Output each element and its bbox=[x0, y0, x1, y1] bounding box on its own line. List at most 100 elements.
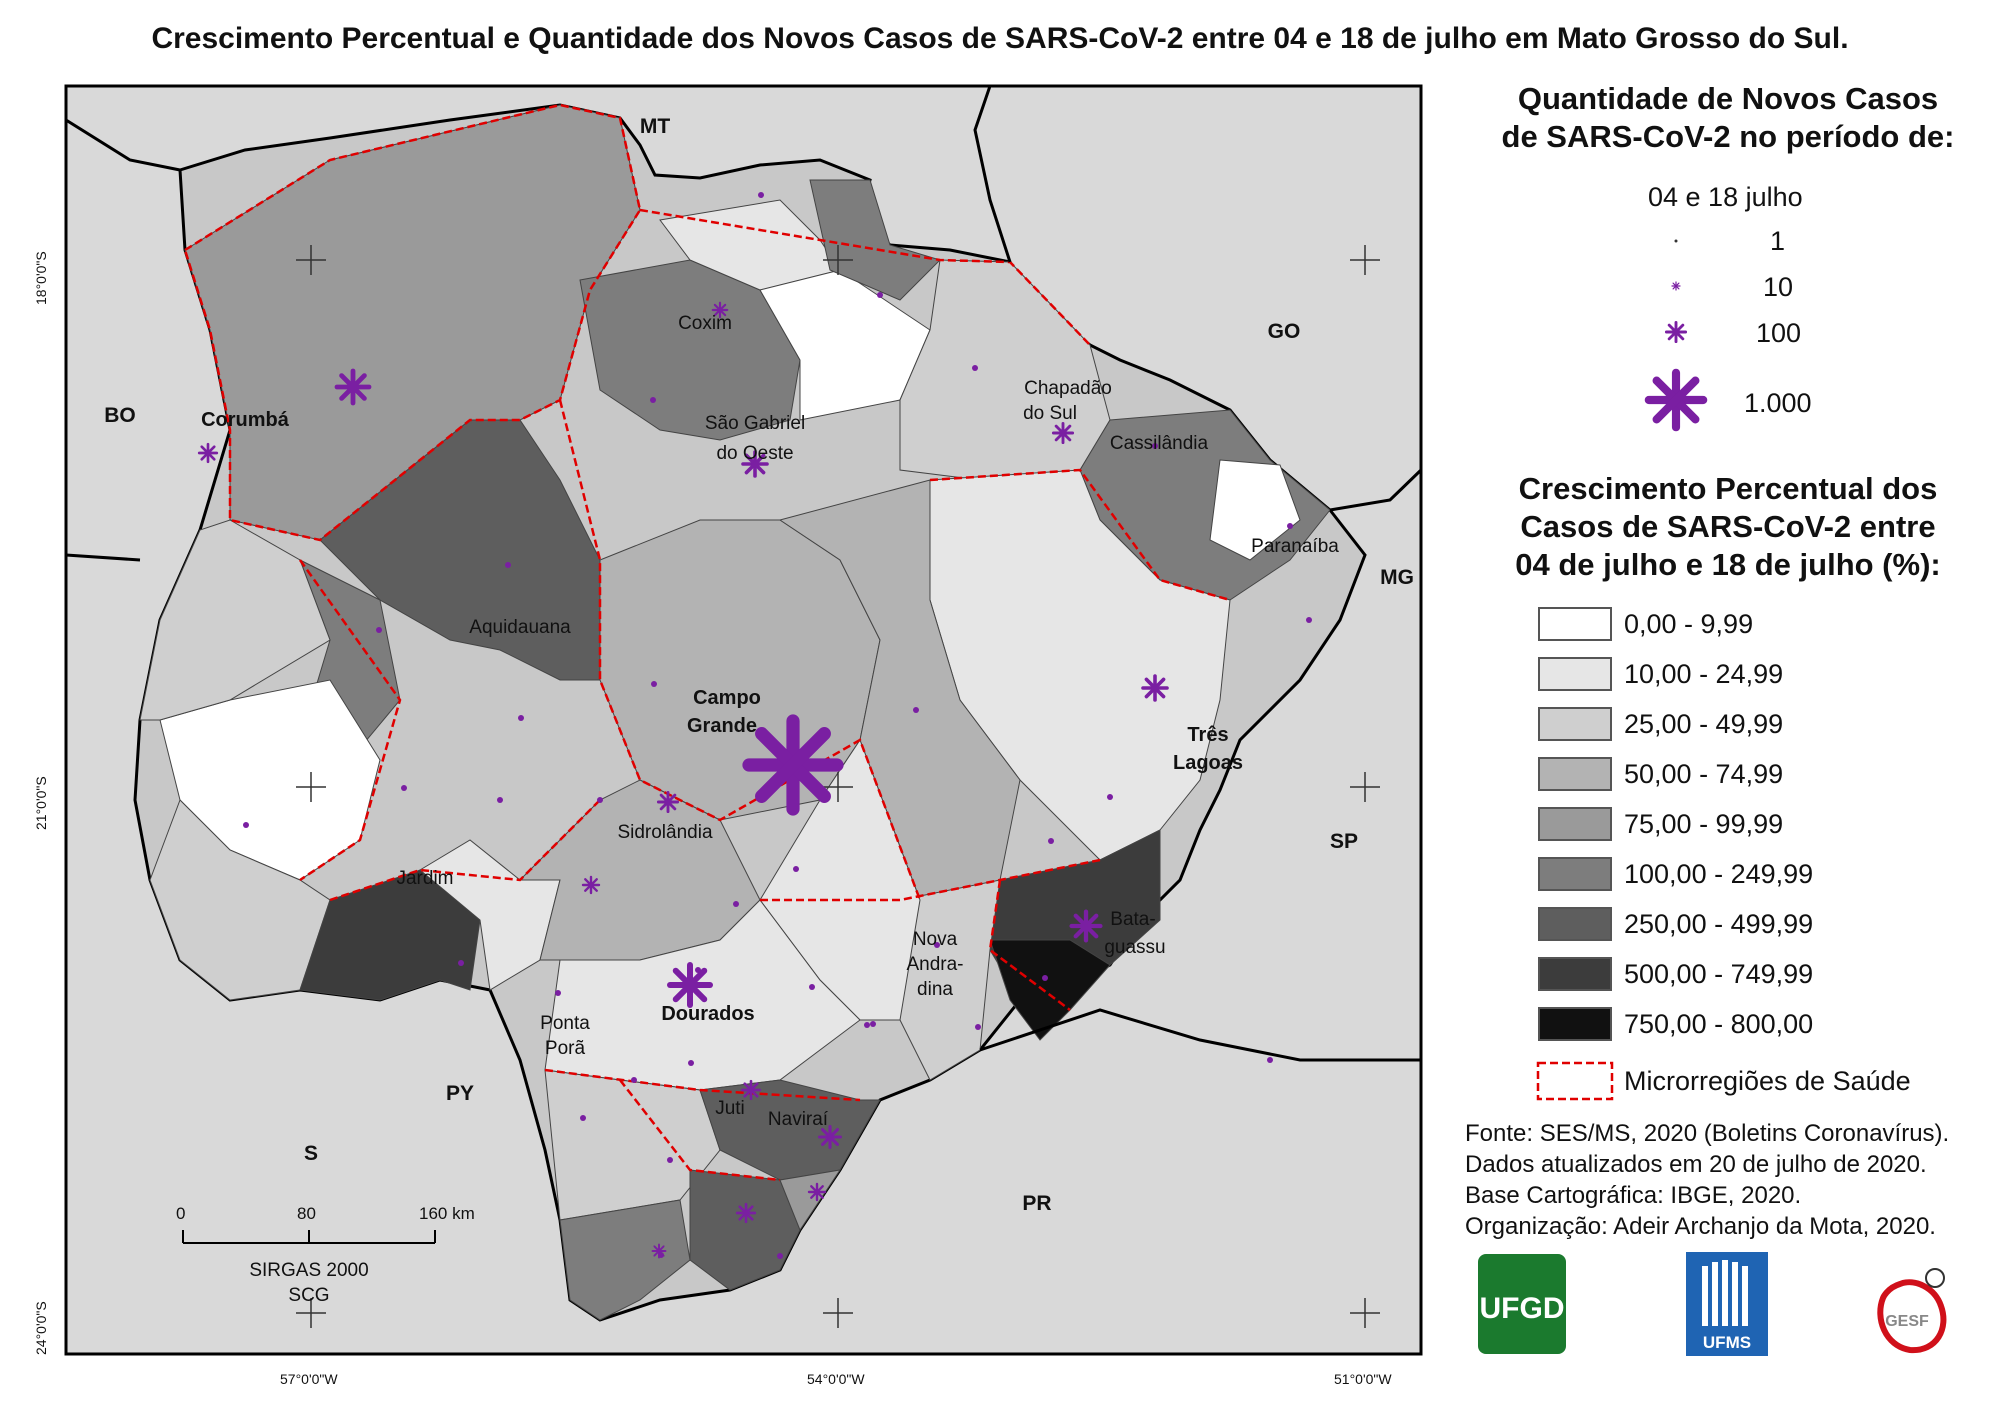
lat-label: 24°0'0"S bbox=[33, 1301, 49, 1355]
state-label-go: GO bbox=[1268, 320, 1301, 343]
lon-label: 51°0'0"W bbox=[1334, 1371, 1392, 1387]
legend-case-symbols bbox=[1645, 239, 1706, 431]
city-label: do Oeste bbox=[716, 443, 793, 464]
city-label: Juti bbox=[715, 1098, 745, 1119]
legend-class-swatch bbox=[1538, 757, 1612, 791]
legend-class-swatch bbox=[1538, 957, 1612, 991]
city-label: Grande bbox=[687, 715, 757, 737]
legend-symbol-1000 bbox=[1645, 369, 1706, 430]
city-label: Três bbox=[1187, 724, 1228, 746]
case-symbol bbox=[744, 716, 843, 815]
legend-class-label: 500,00 - 749,99 bbox=[1624, 959, 1814, 989]
case-symbol bbox=[581, 875, 601, 895]
case-symbol bbox=[740, 1079, 762, 1101]
legend-class-swatch bbox=[1538, 707, 1612, 741]
legend-period: 04 e 18 julho bbox=[1648, 182, 1803, 212]
state-label-mt: MT bbox=[640, 115, 670, 138]
case-symbol bbox=[1070, 910, 1102, 942]
lat-label: 21°0'0"S bbox=[33, 776, 49, 830]
ufgd-logo: UFGD bbox=[1478, 1254, 1566, 1354]
case-symbol bbox=[735, 1202, 757, 1224]
legend-class-label: 0,00 - 9,99 bbox=[1624, 609, 1754, 639]
state-label-pr: PR bbox=[1022, 1192, 1051, 1215]
city-label: Cassilândia bbox=[1110, 433, 1209, 454]
legend-class-label: 750,00 - 800,00 bbox=[1624, 1009, 1814, 1039]
legend-class-swatch bbox=[1538, 657, 1612, 691]
lon-label: 54°0'0"W bbox=[807, 1371, 865, 1387]
datum-label: SCG bbox=[288, 1285, 329, 1306]
city-label: São Gabriel bbox=[705, 413, 805, 434]
city-label: Coxim bbox=[678, 313, 732, 334]
legend-class-swatch bbox=[1538, 607, 1612, 641]
legend-symbol-10 bbox=[1671, 281, 1681, 291]
legend-growth-heading-2: Casos de SARS-CoV-2 entre bbox=[1520, 509, 1936, 544]
legend-symbol-1 bbox=[1674, 239, 1678, 243]
case-symbol bbox=[1140, 673, 1170, 703]
legend-class-swatch bbox=[1538, 807, 1612, 841]
legend-symbol-100 bbox=[1664, 320, 1688, 344]
scale-tick: 160 km bbox=[419, 1204, 475, 1223]
state-label-sp: SP bbox=[1330, 830, 1358, 853]
legend-class-label: 250,00 - 499,99 bbox=[1624, 909, 1814, 939]
map-title: Crescimento Percentual e Quantidade dos … bbox=[151, 22, 1849, 55]
city-label: Chapadão bbox=[1024, 378, 1112, 399]
international-borders bbox=[65, 85, 1423, 1062]
legend-class-swatch bbox=[1538, 907, 1612, 941]
country-label-bo: BO bbox=[104, 404, 136, 427]
city-label: Campo bbox=[693, 687, 761, 709]
legend-class-swatch bbox=[1538, 857, 1612, 891]
city-label: Nova bbox=[913, 929, 958, 950]
city-label: Jardim bbox=[396, 868, 453, 889]
city-label: Andra- bbox=[906, 954, 963, 975]
city-label: Lagoas bbox=[1173, 752, 1243, 774]
graticule bbox=[296, 245, 1380, 1328]
legend-class-swatch bbox=[1538, 1007, 1612, 1041]
city-label: Porã bbox=[545, 1038, 586, 1059]
legend-class-label: 10,00 - 24,99 bbox=[1624, 659, 1784, 689]
credit-line: Dados atualizados em 20 de julho de 2020… bbox=[1465, 1151, 1927, 1178]
ufgd-logo-text: UFGD bbox=[1480, 1292, 1565, 1325]
case-symbol bbox=[668, 963, 713, 1008]
case-symbol bbox=[335, 369, 371, 405]
scale-bar: 0 80 160 km SIRGAS 2000 SCG bbox=[176, 1204, 475, 1306]
datum-label: SIRGAS 2000 bbox=[249, 1260, 368, 1281]
lon-label: 57°0'0"W bbox=[280, 1371, 338, 1387]
north-label: S bbox=[304, 1142, 318, 1165]
scale-tick: 0 bbox=[176, 1204, 185, 1223]
legend-class-label: 50,00 - 74,99 bbox=[1624, 759, 1784, 789]
city-label: Sidrolândia bbox=[617, 822, 712, 843]
legend-health-region-swatch bbox=[1536, 1061, 1614, 1101]
city-label: Bata- bbox=[1110, 909, 1155, 930]
gesf-logo: GESF bbox=[1877, 1268, 1947, 1354]
state-shape bbox=[133, 103, 1367, 1322]
credits: Fonte: SES/MS, 2020 (Boletins Coronavíru… bbox=[1465, 1118, 1949, 1242]
city-label: guassu bbox=[1104, 937, 1165, 958]
legend-cases-heading-2: de SARS-CoV-2 no período de: bbox=[1501, 119, 1955, 154]
case-symbol bbox=[807, 1182, 827, 1202]
small-case-dots bbox=[243, 192, 1312, 1259]
legend-growth-heading-3: 04 de julho e 18 de julho (%): bbox=[1515, 547, 1941, 582]
city-label: Corumbá bbox=[201, 409, 290, 431]
city-label: Ponta bbox=[540, 1013, 590, 1034]
city-label: Paranaíba bbox=[1251, 536, 1339, 557]
city-label: Dourados bbox=[661, 1003, 754, 1025]
case-symbol bbox=[1051, 421, 1075, 445]
ufms-logo-text: UFMS bbox=[1703, 1333, 1751, 1352]
legend-health-region-label: Microrregiões de Saúde bbox=[1624, 1066, 1911, 1096]
credit-line: Fonte: SES/MS, 2020 (Boletins Coronavíru… bbox=[1465, 1120, 1950, 1147]
scale-tick: 80 bbox=[297, 1204, 316, 1223]
legend-cases-heading-1: Quantidade de Novos Casos bbox=[1517, 81, 1939, 116]
lat-label: 18°0'0"S bbox=[33, 251, 49, 305]
city-label: dina bbox=[917, 979, 953, 1000]
legend-growth-heading-1: Crescimento Percentual dos bbox=[1518, 471, 1938, 506]
credit-line: Base Cartográfica: IBGE, 2020. bbox=[1465, 1182, 1802, 1209]
health-region-boundaries bbox=[183, 103, 1231, 1182]
legend-case-label: 10 bbox=[1763, 272, 1794, 302]
legend-case-label: 100 bbox=[1756, 318, 1802, 348]
ufms-logo: UFMS bbox=[1686, 1252, 1768, 1356]
gesf-logo-text: GESF bbox=[1885, 1313, 1929, 1330]
case-symbol bbox=[197, 442, 219, 464]
state-label-mg: MG bbox=[1380, 566, 1414, 589]
city-label: Aquidauana bbox=[469, 617, 571, 638]
